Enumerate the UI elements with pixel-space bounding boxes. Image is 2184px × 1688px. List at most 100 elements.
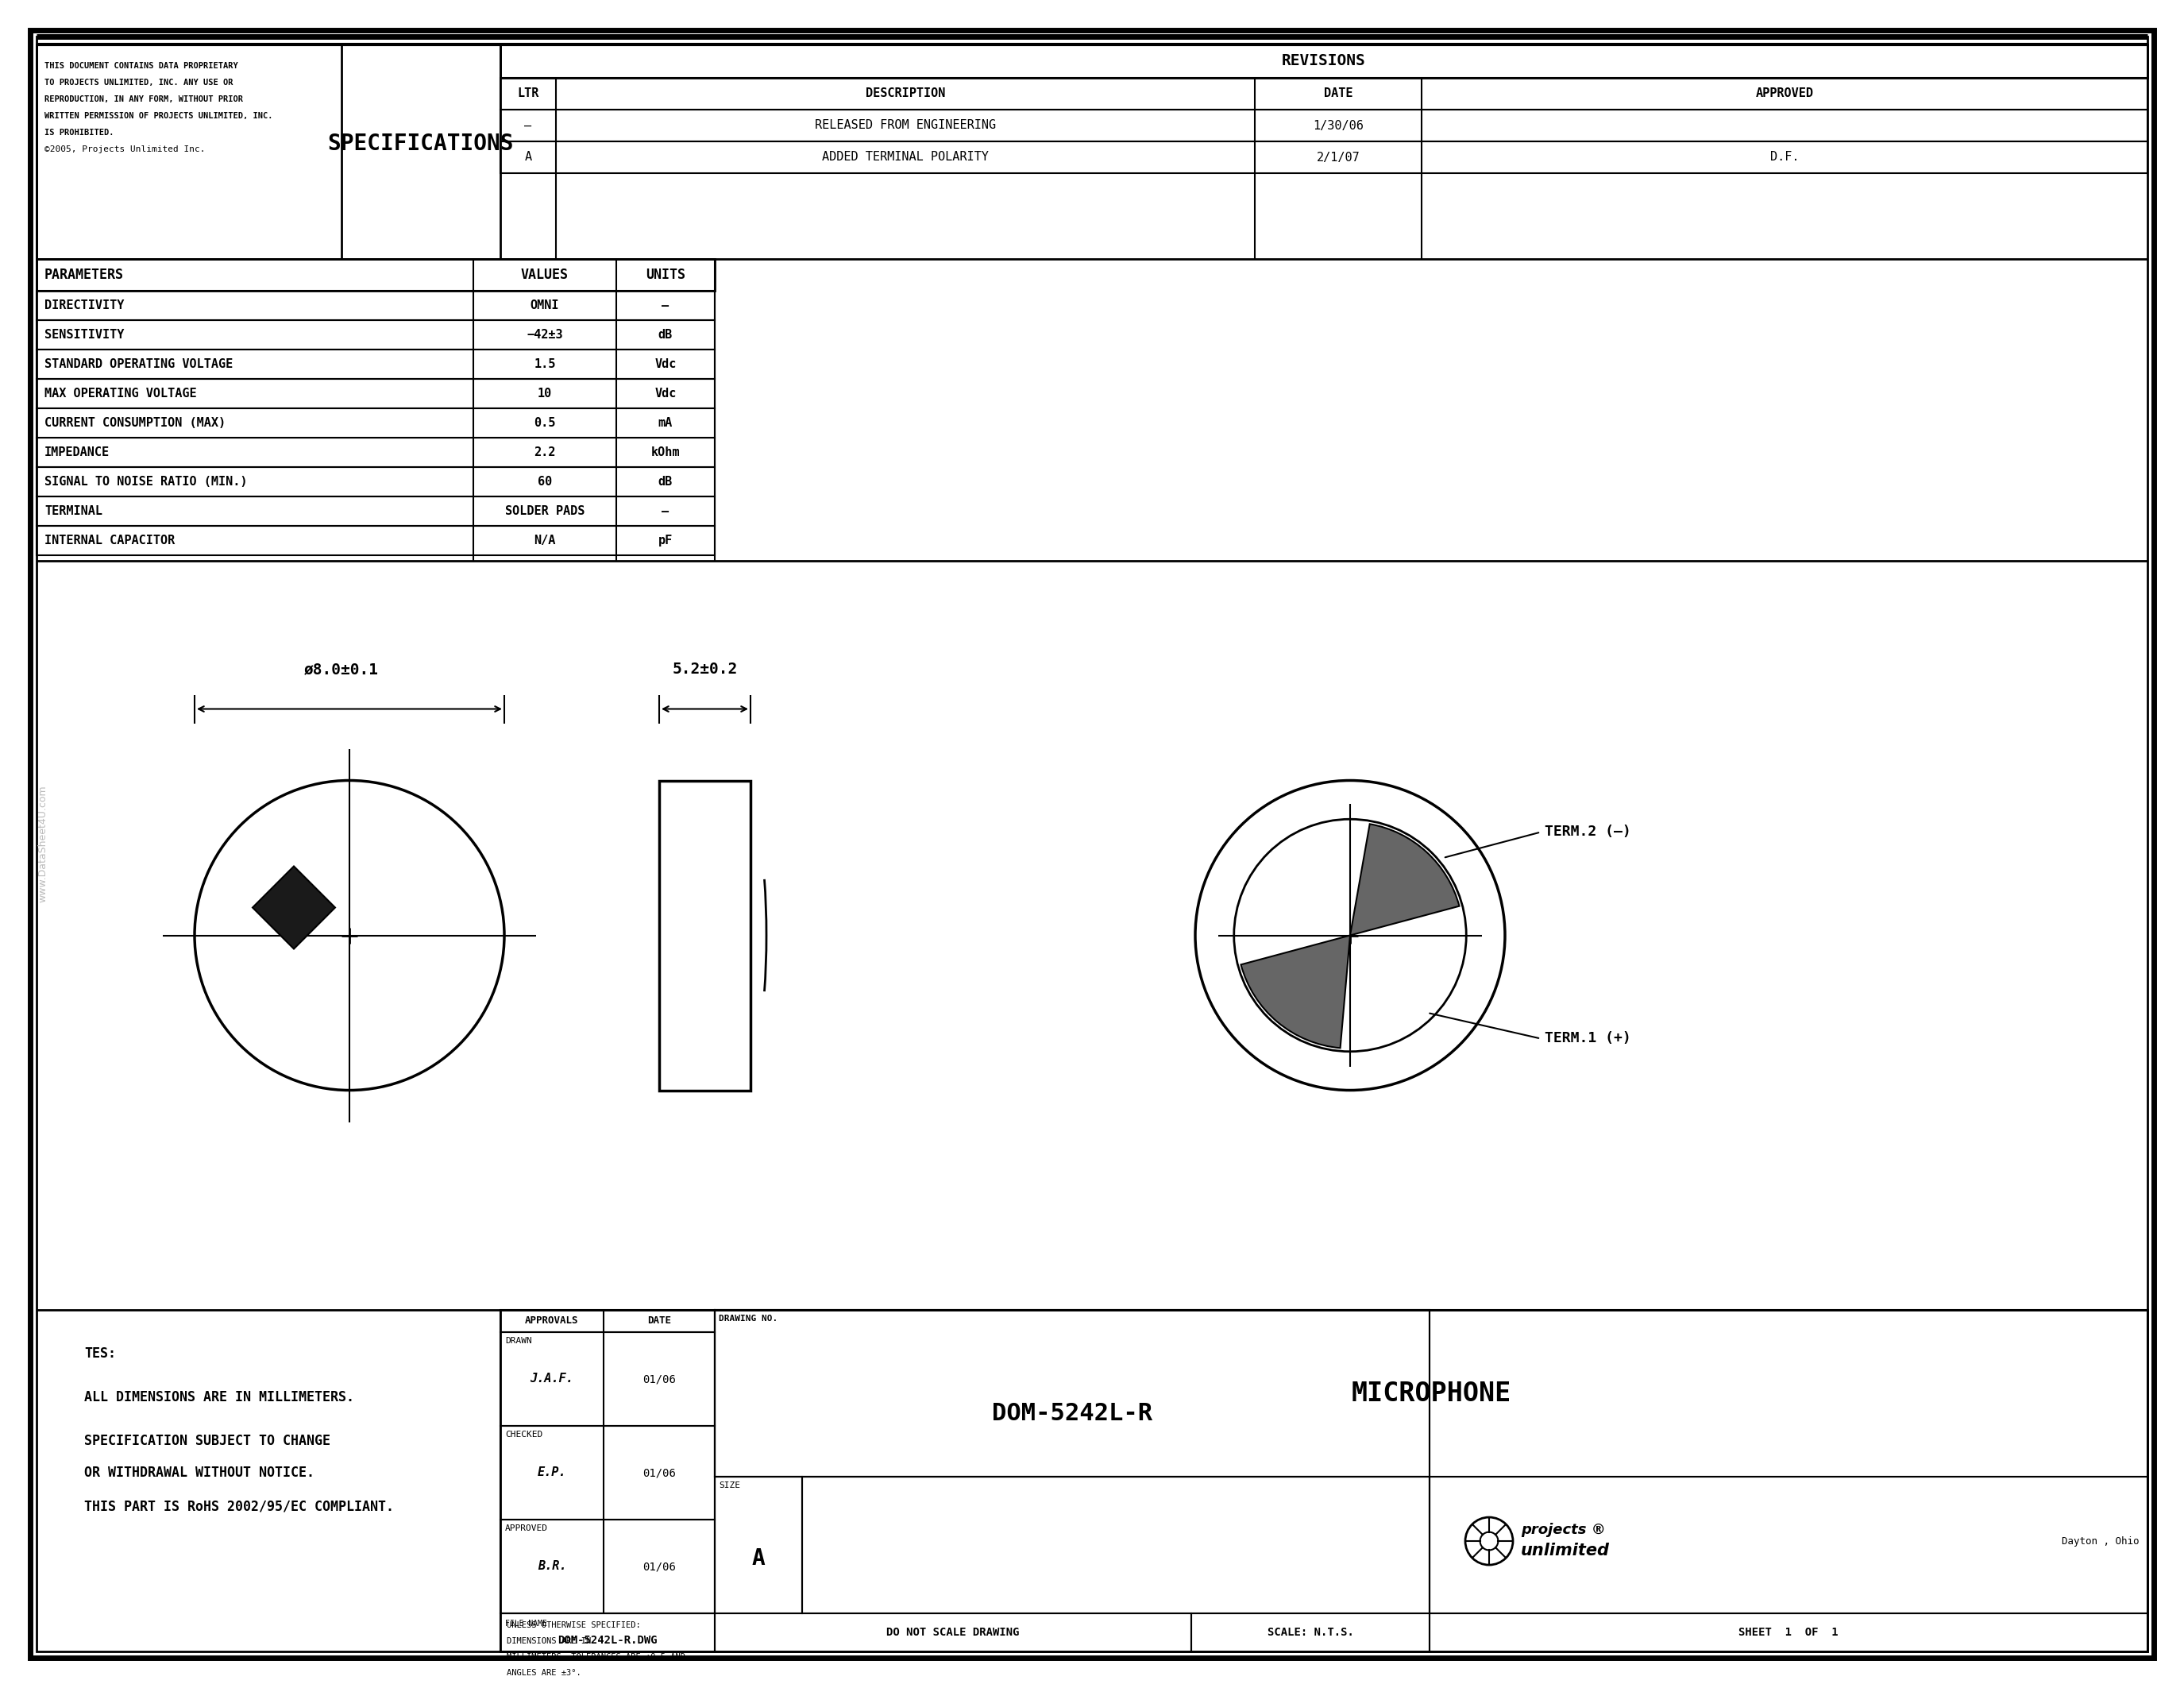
Text: Vdc: Vdc bbox=[655, 388, 677, 400]
Text: E.P.: E.P. bbox=[537, 1467, 566, 1479]
Text: OMNI: OMNI bbox=[531, 299, 559, 311]
Text: IS PROHIBITED.: IS PROHIBITED. bbox=[44, 128, 114, 137]
Text: 60: 60 bbox=[537, 476, 553, 488]
Bar bbox=[1431, 1477, 2147, 1614]
Text: TO PROJECTS UNLIMITED, INC. ANY USE OR: TO PROJECTS UNLIMITED, INC. ANY USE OR bbox=[44, 79, 234, 86]
Text: MILLIMETERS. TOLERANCES ARE ±0.5 AND: MILLIMETERS. TOLERANCES ARE ±0.5 AND bbox=[507, 1653, 686, 1661]
Text: J.A.F.: J.A.F. bbox=[531, 1372, 574, 1384]
Text: mA: mA bbox=[657, 417, 673, 429]
Text: –: – bbox=[524, 120, 531, 132]
Text: –: – bbox=[662, 505, 668, 517]
Text: TERM.2 (–): TERM.2 (–) bbox=[1544, 825, 1631, 839]
Text: ø8.0±0.1: ø8.0±0.1 bbox=[304, 662, 378, 677]
Bar bbox=[500, 44, 2147, 78]
Text: DIRECTIVITY: DIRECTIVITY bbox=[44, 299, 124, 311]
Text: WRITTEN PERMISSION OF PROJECTS UNLIMITED, INC.: WRITTEN PERMISSION OF PROJECTS UNLIMITED… bbox=[44, 111, 273, 120]
Text: VALUES: VALUES bbox=[522, 268, 568, 282]
Text: Dayton , Ohio: Dayton , Ohio bbox=[2062, 1536, 2140, 1546]
Text: SCALE: N.T.S.: SCALE: N.T.S. bbox=[1267, 1627, 1354, 1637]
Text: B.R.: B.R. bbox=[537, 1560, 566, 1573]
Text: REVISIONS: REVISIONS bbox=[1282, 54, 1365, 69]
Bar bbox=[37, 258, 714, 290]
Text: TES:: TES: bbox=[85, 1347, 116, 1361]
Text: kOhm: kOhm bbox=[651, 446, 679, 459]
Text: UNLESS OTHERWISE SPECIFIED:: UNLESS OTHERWISE SPECIFIED: bbox=[507, 1620, 640, 1629]
Bar bbox=[660, 780, 751, 1090]
Bar bbox=[1190, 1614, 1431, 1651]
Bar bbox=[37, 527, 714, 555]
Text: 2/1/07: 2/1/07 bbox=[1317, 152, 1361, 164]
Text: SPECIFICATION SUBJECT TO CHANGE: SPECIFICATION SUBJECT TO CHANGE bbox=[85, 1433, 330, 1448]
Text: IMPEDANCE: IMPEDANCE bbox=[44, 446, 109, 459]
Text: dB: dB bbox=[657, 329, 673, 341]
Bar bbox=[37, 468, 714, 496]
Text: pF: pF bbox=[657, 535, 673, 547]
Text: 1/30/06: 1/30/06 bbox=[1313, 120, 1363, 132]
Bar bbox=[500, 1310, 2147, 1651]
Text: 10: 10 bbox=[537, 388, 553, 400]
Bar bbox=[500, 142, 2147, 174]
Text: THIS PART IS RoHS 2002/95/EC COMPLIANT.: THIS PART IS RoHS 2002/95/EC COMPLIANT. bbox=[85, 1499, 393, 1514]
Bar bbox=[37, 408, 714, 437]
Bar bbox=[500, 1614, 714, 1651]
Bar bbox=[1431, 1614, 2147, 1651]
Text: −42±3: −42±3 bbox=[526, 329, 563, 341]
Bar bbox=[500, 1426, 714, 1519]
Text: Vdc: Vdc bbox=[655, 358, 677, 370]
Text: SENSITIVITY: SENSITIVITY bbox=[44, 329, 124, 341]
Text: A: A bbox=[751, 1548, 764, 1570]
Text: DATE: DATE bbox=[646, 1317, 670, 1327]
Text: N/A: N/A bbox=[533, 535, 555, 547]
Bar bbox=[714, 1310, 2147, 1477]
Text: DOM-5242L-R: DOM-5242L-R bbox=[992, 1401, 1153, 1425]
Bar bbox=[37, 44, 341, 258]
Bar bbox=[37, 290, 714, 321]
Text: TERMINAL: TERMINAL bbox=[44, 505, 103, 517]
Bar bbox=[714, 1614, 1190, 1651]
Text: 01/06: 01/06 bbox=[642, 1561, 675, 1572]
Text: LTR: LTR bbox=[518, 88, 539, 100]
Wedge shape bbox=[1350, 824, 1459, 935]
Text: www.DataSheet4U.com: www.DataSheet4U.com bbox=[37, 785, 48, 903]
Bar bbox=[37, 437, 714, 468]
Text: SOLDER PADS: SOLDER PADS bbox=[505, 505, 585, 517]
Text: ALL DIMENSIONS ARE IN MILLIMETERS.: ALL DIMENSIONS ARE IN MILLIMETERS. bbox=[85, 1391, 354, 1404]
Text: APPROVED: APPROVED bbox=[1756, 88, 1813, 100]
Text: PARAMETERS: PARAMETERS bbox=[44, 268, 124, 282]
Text: RELEASED FROM ENGINEERING: RELEASED FROM ENGINEERING bbox=[815, 120, 996, 132]
Text: CURRENT CONSUMPTION (MAX): CURRENT CONSUMPTION (MAX) bbox=[44, 417, 225, 429]
Text: SIZE: SIZE bbox=[719, 1482, 740, 1489]
Wedge shape bbox=[1241, 935, 1350, 1048]
Text: CHECKED: CHECKED bbox=[505, 1431, 542, 1438]
Text: DIMENSIONS ARE IN: DIMENSIONS ARE IN bbox=[507, 1637, 592, 1646]
Text: D.F.: D.F. bbox=[1769, 152, 1800, 164]
Text: MAX OPERATING VOLTAGE: MAX OPERATING VOLTAGE bbox=[44, 388, 197, 400]
Text: SHEET  1  OF  1: SHEET 1 OF 1 bbox=[1738, 1627, 1839, 1637]
Text: 5.2±0.2: 5.2±0.2 bbox=[673, 662, 738, 677]
Bar bbox=[37, 496, 714, 527]
Circle shape bbox=[194, 780, 505, 1090]
Text: A: A bbox=[524, 152, 531, 164]
Bar bbox=[714, 1477, 802, 1614]
Bar bbox=[37, 321, 714, 349]
Bar bbox=[802, 1477, 1431, 1614]
Bar bbox=[500, 1310, 714, 1332]
Text: DRAWN: DRAWN bbox=[505, 1337, 533, 1345]
Bar bbox=[500, 1519, 714, 1614]
Text: unlimited: unlimited bbox=[1520, 1543, 1610, 1558]
Circle shape bbox=[1234, 819, 1465, 1052]
Bar bbox=[37, 349, 714, 378]
Text: STANDARD OPERATING VOLTAGE: STANDARD OPERATING VOLTAGE bbox=[44, 358, 234, 370]
Text: REPRODUCTION, IN ANY FORM, WITHOUT PRIOR: REPRODUCTION, IN ANY FORM, WITHOUT PRIOR bbox=[44, 95, 242, 103]
Text: 0.5: 0.5 bbox=[533, 417, 555, 429]
Text: TERM.1 (+): TERM.1 (+) bbox=[1544, 1031, 1631, 1047]
Text: SPECIFICATIONS: SPECIFICATIONS bbox=[328, 133, 513, 155]
Bar bbox=[714, 1310, 1431, 1477]
Text: INTERNAL CAPACITOR: INTERNAL CAPACITOR bbox=[44, 535, 175, 547]
Bar bbox=[500, 110, 2147, 142]
Text: 01/06: 01/06 bbox=[642, 1467, 675, 1479]
Text: 1.5: 1.5 bbox=[533, 358, 555, 370]
Text: ADDED TERMINAL POLARITY: ADDED TERMINAL POLARITY bbox=[821, 152, 989, 164]
Bar bbox=[500, 1332, 714, 1426]
Circle shape bbox=[1195, 780, 1505, 1090]
